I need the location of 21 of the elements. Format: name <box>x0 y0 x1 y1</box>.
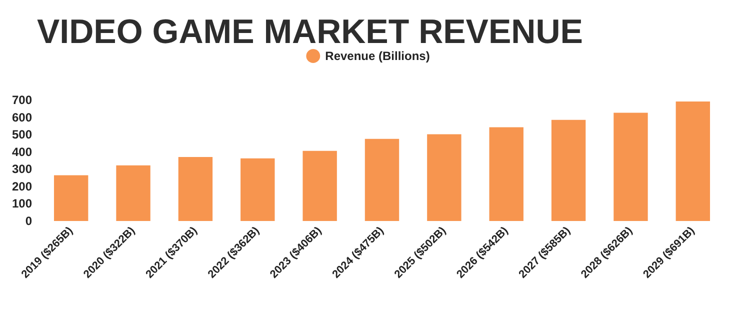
y-tick-label: 400 <box>12 144 32 159</box>
bar <box>54 175 88 221</box>
bar <box>427 134 462 221</box>
bar <box>178 157 213 221</box>
y-tick-label: 200 <box>12 179 32 194</box>
bar <box>240 158 275 221</box>
y-tick-label: 100 <box>12 196 32 211</box>
bar <box>364 138 400 221</box>
bar <box>614 112 648 221</box>
y-tick-label: 600 <box>12 110 32 124</box>
bar <box>489 127 524 221</box>
bar <box>302 150 337 221</box>
y-tick-label: 300 <box>12 162 32 176</box>
chart-title: VIDEO GAME MARKET REVENUE <box>37 13 583 51</box>
bar <box>676 102 710 221</box>
bar <box>116 165 150 221</box>
y-tick-label: 700 <box>12 93 32 107</box>
y-tick-label: 0 <box>25 214 32 228</box>
y-tick-label: 500 <box>12 128 32 142</box>
legend-label: Revenue (Billions) <box>325 49 430 63</box>
bar <box>551 120 586 221</box>
